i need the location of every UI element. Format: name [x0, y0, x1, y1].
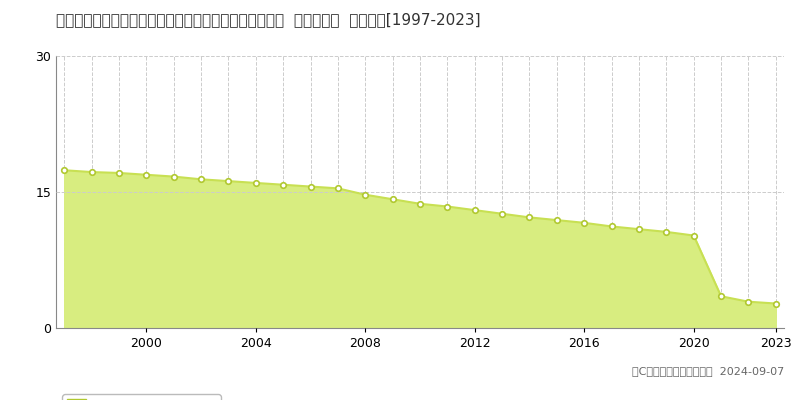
Text: （C）土地価格ドットコム  2024-09-07: （C）土地価格ドットコム 2024-09-07: [632, 366, 784, 376]
Text: 岩手県九戸郡軽米町大字軽米第８地割字大軽米５９番１  基準地価格  地価推移[1997-2023]: 岩手県九戸郡軽米町大字軽米第８地割字大軽米５９番１ 基準地価格 地価推移[199…: [56, 12, 481, 27]
Legend: 基準地価格  平均坪単価(万円/坪): 基準地価格 平均坪単価(万円/坪): [62, 394, 221, 400]
